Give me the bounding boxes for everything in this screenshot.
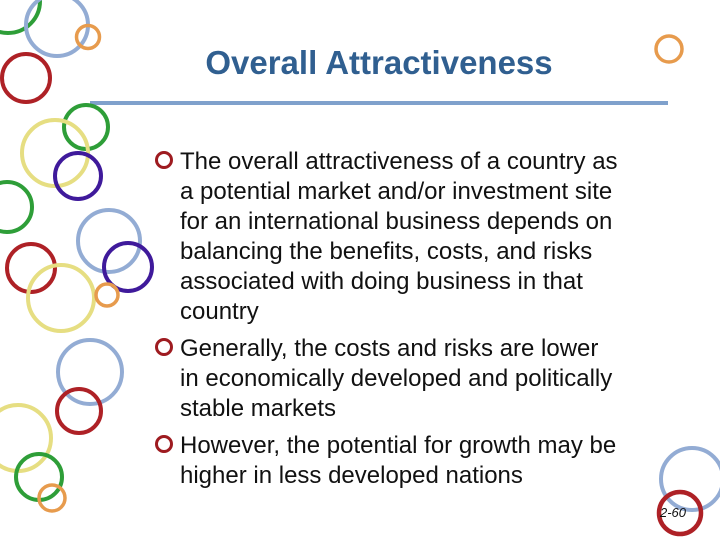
decorative-circle	[0, 180, 34, 234]
bullet-ring-icon	[155, 338, 173, 356]
decorative-circle	[53, 151, 103, 201]
bullet-line: for an international business depends on	[180, 208, 613, 235]
bullet-item: However, the potential for growth may be…	[155, 431, 720, 491]
bullet-line: However, the potential for growth may be	[180, 432, 617, 459]
bullet-list: The overall attractiveness of a country …	[155, 147, 720, 498]
bullet-line: higher in less developed nations	[180, 462, 523, 489]
decorative-circle	[94, 282, 120, 308]
bullet-line: a potential market and/or investment sit…	[180, 178, 613, 205]
decorative-circle	[659, 446, 720, 512]
bullet-item: Generally, the costs and risks are lower…	[155, 334, 720, 424]
decorative-circle	[56, 338, 124, 406]
bullet-line: The overall attractiveness of a country …	[180, 148, 618, 175]
title-underline	[90, 101, 668, 105]
decorative-circle	[102, 241, 154, 293]
bullet-text: The overall attractiveness of a country …	[180, 147, 720, 327]
decorative-circle	[74, 23, 102, 51]
decorative-circle	[55, 387, 103, 435]
decorative-circle	[0, 52, 52, 104]
bullet-item: The overall attractiveness of a country …	[155, 147, 720, 327]
bullet-line: stable markets	[180, 395, 337, 422]
decorative-circle	[654, 34, 684, 64]
bullet-line: balancing the benefits, costs, and risks	[180, 238, 593, 265]
bullet-ring-icon	[155, 435, 173, 453]
bullet-ring-icon	[155, 151, 173, 169]
decorative-circle	[656, 489, 704, 537]
bullet-text: Generally, the costs and risks are lower…	[180, 334, 720, 424]
bullet-line: in economically developed and politicall…	[180, 365, 613, 392]
decorative-circle	[0, 403, 53, 473]
decorative-circle	[76, 208, 142, 274]
bullet-text: However, the potential for growth may be…	[180, 431, 720, 491]
bullet-line: associated with doing business in that	[180, 268, 583, 295]
decorative-circle	[20, 118, 90, 188]
decorative-circle	[5, 242, 57, 294]
decorative-circle	[37, 483, 67, 513]
slide-title: Overall Attractiveness	[205, 44, 553, 81]
bullet-line: Generally, the costs and risks are lower	[180, 335, 599, 362]
decorative-circle	[26, 263, 96, 333]
page-number: 2-60	[660, 505, 687, 520]
bullet-line: country	[180, 298, 259, 325]
